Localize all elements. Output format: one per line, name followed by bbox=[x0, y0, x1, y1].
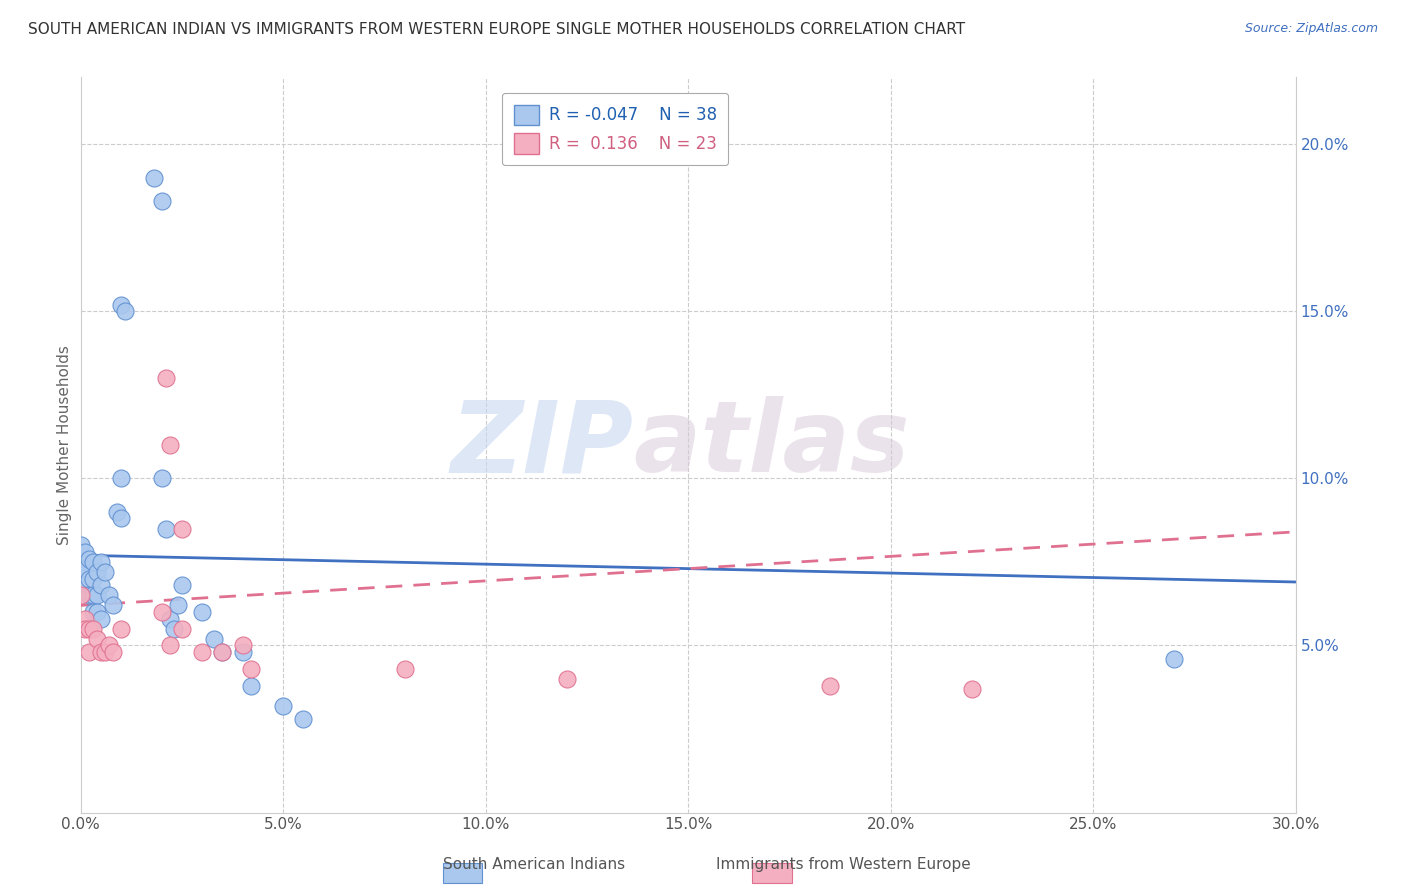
Point bbox=[90, 578, 112, 592]
Point bbox=[150, 194, 173, 208]
Point bbox=[82, 555, 104, 569]
Text: Immigrants from Western Europe: Immigrants from Western Europe bbox=[716, 857, 972, 872]
Point bbox=[101, 645, 124, 659]
Point bbox=[77, 645, 100, 659]
Point bbox=[271, 698, 294, 713]
Point bbox=[77, 622, 100, 636]
Point bbox=[69, 588, 91, 602]
Point bbox=[73, 612, 96, 626]
Point bbox=[98, 639, 121, 653]
Point bbox=[232, 645, 254, 659]
Point bbox=[1163, 652, 1185, 666]
Point bbox=[170, 578, 193, 592]
Point bbox=[150, 471, 173, 485]
Point bbox=[394, 662, 416, 676]
Point bbox=[150, 605, 173, 619]
Point bbox=[73, 545, 96, 559]
Text: ZIP: ZIP bbox=[450, 396, 634, 493]
Point bbox=[166, 599, 188, 613]
Point bbox=[159, 612, 181, 626]
Text: Source: ZipAtlas.com: Source: ZipAtlas.com bbox=[1244, 22, 1378, 36]
Point bbox=[292, 712, 315, 726]
Point bbox=[73, 622, 96, 636]
Point bbox=[82, 572, 104, 586]
Point bbox=[77, 551, 100, 566]
Point bbox=[90, 612, 112, 626]
Point bbox=[86, 588, 108, 602]
Point bbox=[105, 505, 128, 519]
Point bbox=[159, 438, 181, 452]
Point bbox=[77, 588, 100, 602]
Y-axis label: Single Mother Households: Single Mother Households bbox=[58, 345, 72, 545]
Point bbox=[73, 561, 96, 575]
Point bbox=[82, 622, 104, 636]
Point bbox=[155, 522, 177, 536]
Text: SOUTH AMERICAN INDIAN VS IMMIGRANTS FROM WESTERN EUROPE SINGLE MOTHER HOUSEHOLDS: SOUTH AMERICAN INDIAN VS IMMIGRANTS FROM… bbox=[28, 22, 966, 37]
Point bbox=[239, 679, 262, 693]
Point bbox=[69, 555, 91, 569]
Point bbox=[110, 622, 132, 636]
Point bbox=[142, 170, 165, 185]
Point bbox=[211, 645, 233, 659]
Point bbox=[191, 605, 214, 619]
Point bbox=[555, 672, 578, 686]
Point bbox=[110, 471, 132, 485]
Text: atlas: atlas bbox=[634, 396, 910, 493]
Point bbox=[94, 645, 117, 659]
Point bbox=[69, 538, 91, 552]
Point bbox=[159, 639, 181, 653]
Point bbox=[211, 645, 233, 659]
Point bbox=[155, 371, 177, 385]
Point bbox=[86, 565, 108, 579]
Point bbox=[86, 605, 108, 619]
Legend: R = -0.047    N = 38, R =  0.136    N = 23: R = -0.047 N = 38, R = 0.136 N = 23 bbox=[502, 93, 728, 165]
Point bbox=[82, 605, 104, 619]
Point bbox=[110, 511, 132, 525]
Point bbox=[101, 599, 124, 613]
Point bbox=[170, 622, 193, 636]
Point bbox=[94, 565, 117, 579]
Point bbox=[90, 645, 112, 659]
Text: South American Indians: South American Indians bbox=[443, 857, 626, 872]
Point bbox=[170, 522, 193, 536]
Point bbox=[110, 298, 132, 312]
Point bbox=[82, 588, 104, 602]
Point bbox=[960, 681, 983, 696]
Point bbox=[73, 578, 96, 592]
Point bbox=[86, 632, 108, 646]
Point bbox=[163, 622, 186, 636]
Point bbox=[191, 645, 214, 659]
Point bbox=[77, 572, 100, 586]
Point bbox=[98, 588, 121, 602]
Point bbox=[114, 304, 136, 318]
Point bbox=[239, 662, 262, 676]
Point bbox=[818, 679, 841, 693]
Point bbox=[232, 639, 254, 653]
Point bbox=[202, 632, 225, 646]
Point bbox=[90, 555, 112, 569]
